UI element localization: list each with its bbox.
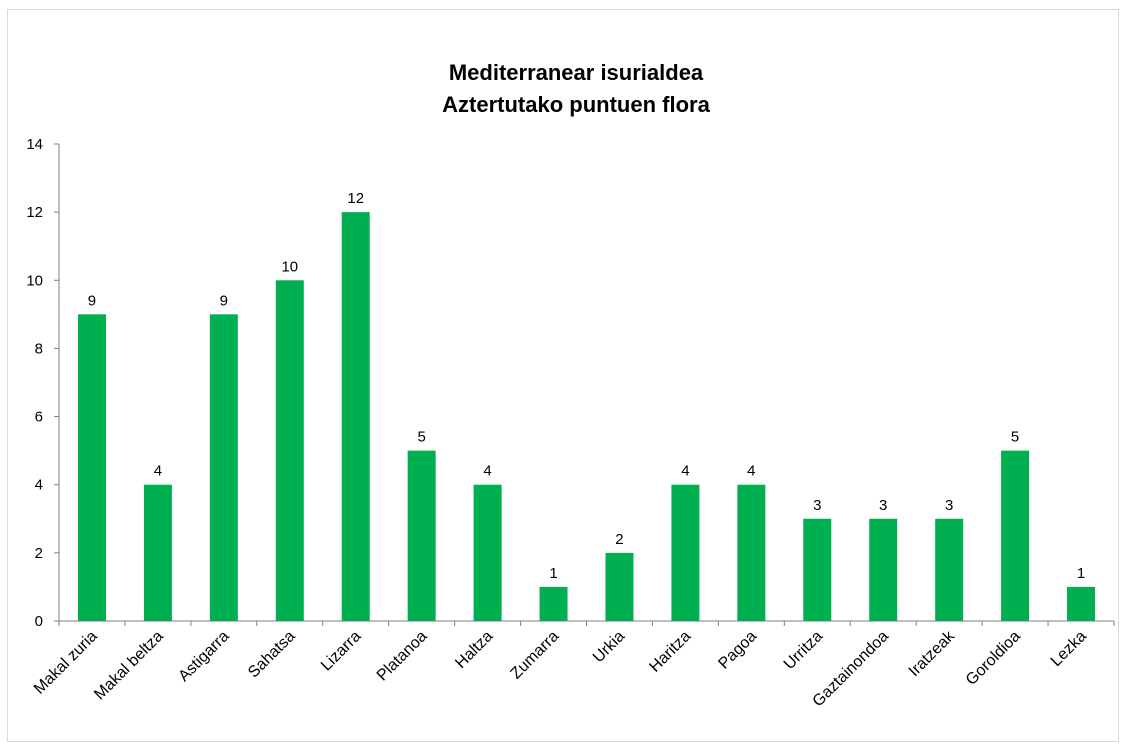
x-category-label: Urritza: [781, 628, 826, 673]
x-category-label: Lizarra: [318, 628, 365, 675]
data-label: 4: [681, 463, 689, 480]
data-label: 5: [1011, 429, 1019, 446]
x-category-label: Makal beltza: [91, 628, 167, 704]
x-category-label: Makal zuria: [31, 628, 101, 698]
bar: [275, 280, 304, 621]
bar: [341, 212, 370, 621]
bar: [605, 552, 634, 621]
y-tick-label: 6: [35, 409, 43, 426]
data-label: 9: [220, 292, 228, 309]
bar: [1001, 450, 1030, 621]
x-category-label: Haltza: [452, 628, 496, 672]
bar: [737, 484, 766, 621]
data-label: 9: [88, 292, 96, 309]
data-label: 4: [483, 463, 491, 480]
data-label: 2: [615, 531, 623, 548]
y-tick-label: 10: [26, 272, 43, 289]
x-category-label: Iratzeak: [906, 627, 959, 680]
bar: [869, 518, 898, 621]
x-category-label: Zumarra: [508, 628, 563, 683]
y-tick-label: 4: [35, 477, 43, 494]
x-category-label: Haritza: [646, 628, 694, 676]
bar: [671, 484, 700, 621]
y-tick-label: 8: [35, 340, 43, 357]
bar: [473, 484, 502, 621]
x-category-label: Astigarra: [175, 628, 232, 685]
bar: [143, 484, 172, 621]
bar: [935, 518, 964, 621]
x-category-label: Lezka: [1048, 628, 1090, 670]
x-category-label: Urkia: [590, 628, 628, 666]
data-label: 5: [417, 429, 425, 446]
x-category-label: Goroldioa: [963, 628, 1024, 689]
x-category-label: Platanoa: [374, 628, 431, 685]
data-label: 12: [347, 190, 364, 207]
y-tick-label: 12: [26, 204, 43, 221]
data-label: 10: [281, 258, 298, 275]
bar: [539, 586, 568, 621]
data-label: 3: [813, 497, 821, 514]
data-label: 4: [747, 463, 755, 480]
x-category-label: Sahatsa: [245, 628, 299, 682]
bar: [1067, 586, 1096, 621]
y-tick-label: 14: [26, 136, 43, 153]
data-label: 1: [549, 565, 557, 582]
chart-title-line-1: Mediterranear isurialdea: [449, 60, 704, 85]
data-label: 4: [154, 463, 162, 480]
bar: [209, 314, 238, 621]
x-category-label: Pagoa: [715, 628, 760, 673]
bar: [77, 314, 106, 621]
y-tick-label: 2: [35, 545, 43, 562]
data-label: 1: [1077, 565, 1085, 582]
chart-title-line-2: Aztertutako puntuen flora: [442, 92, 710, 117]
data-label: 3: [879, 497, 887, 514]
data-label: 3: [945, 497, 953, 514]
bar: [803, 518, 832, 621]
bar: [407, 450, 436, 621]
y-tick-label: 0: [35, 613, 43, 630]
